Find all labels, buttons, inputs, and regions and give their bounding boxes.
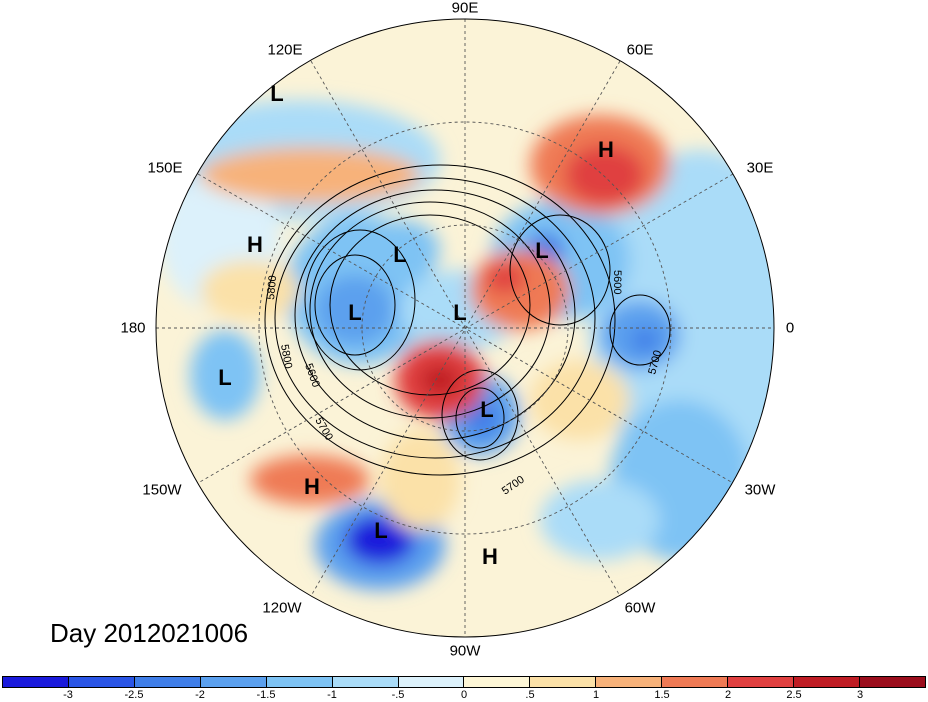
colorbar-cell (332, 677, 399, 687)
colorbar-cell (794, 677, 860, 687)
colorbar-cell (68, 677, 135, 687)
lon-label-180: 180 (120, 319, 146, 337)
lon-label-90w: 90W (449, 642, 481, 660)
colorbar-tick-label: -2.5 (124, 689, 144, 701)
pressure-center-high: H (598, 137, 614, 162)
colorbar-tick-label: -3 (63, 689, 73, 701)
colorbar-cell (530, 677, 597, 687)
map-boundary (155, 18, 775, 638)
lon-label-0: 0 (785, 319, 795, 337)
colorbar-cell (200, 677, 267, 687)
colorbar-cell (728, 677, 795, 687)
colorbar-cell (596, 677, 663, 687)
colorbar-tick-label: 1 (592, 689, 600, 701)
lon-label-60e: 60E (626, 41, 654, 59)
lon-label-120w: 120W (262, 599, 302, 617)
pressure-center-low: L (218, 365, 232, 390)
pressure-center-low: L (453, 300, 467, 325)
pressure-center-high: H (247, 232, 263, 257)
colorbar-tick-label: -2 (195, 689, 205, 701)
colorbar-tick-label: 1.5 (654, 689, 670, 701)
lon-label-150w: 150W (142, 481, 182, 499)
colorbar-cell (134, 677, 201, 687)
colorbar-cell (266, 677, 333, 687)
contour-label: 5600 (611, 270, 623, 294)
colorbar-tick-label: 2.5 (786, 689, 802, 701)
contour-label: 5800 (265, 275, 279, 300)
lon-label-30e: 30E (746, 159, 774, 177)
colorbar-tick-label: 3 (856, 689, 864, 701)
colorbar-cell (3, 677, 69, 687)
lon-label-60w: 60W (624, 599, 656, 617)
colorbar-tick-label: 0 (460, 689, 468, 701)
colorbar-tick-label: 2 (724, 689, 732, 701)
pressure-center-low: L (348, 300, 362, 325)
date-title: Day 2012021006 (50, 618, 249, 648)
pressure-center-low: L (374, 518, 388, 543)
colorbar (2, 676, 926, 688)
colorbar-tick-label: -1 (327, 689, 337, 701)
lon-label-30w: 30W (744, 481, 776, 499)
colorbar-cell (662, 677, 729, 687)
pressure-center-low: L (393, 242, 407, 267)
colorbar-tick-label: -1.5 (256, 689, 276, 701)
graticule (156, 19, 774, 637)
colorbar-tick-label: .5 (525, 689, 535, 701)
pressure-center-high: H (482, 544, 498, 569)
pressure-center-low: L (535, 238, 549, 263)
colorbar-tick-label: -.5 (391, 689, 405, 701)
colorbar-cell (464, 677, 531, 687)
colorbar-cell (398, 677, 465, 687)
lon-label-120e: 120E (267, 41, 303, 59)
contour-label: 5800 (278, 343, 294, 369)
lon-label-90e: 90E (451, 0, 479, 17)
height-contours (264, 164, 671, 476)
colorbar-cell (859, 677, 925, 687)
lon-label-150e: 150E (147, 159, 183, 177)
pressure-center-low: L (480, 397, 494, 422)
pressure-center-low: L (270, 81, 284, 106)
pressure-center-high: H (304, 474, 320, 499)
